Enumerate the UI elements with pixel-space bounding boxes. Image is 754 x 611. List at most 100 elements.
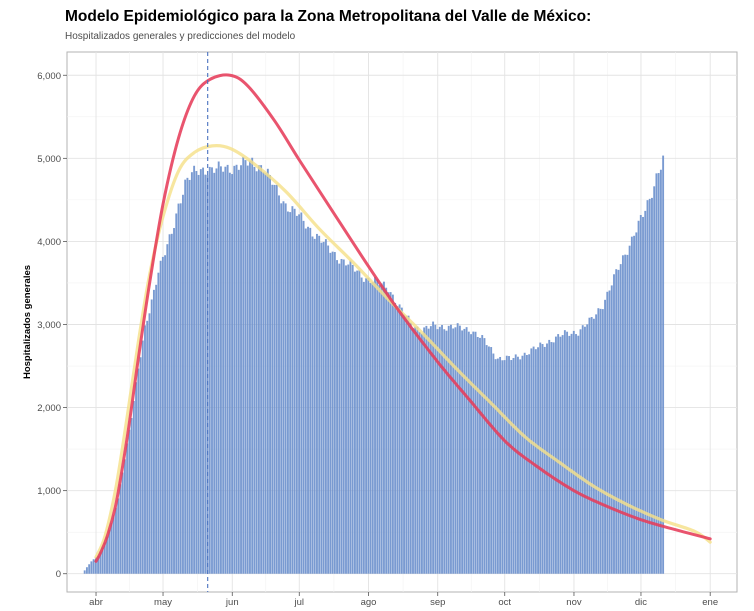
bar [90, 561, 93, 574]
bar [481, 335, 484, 574]
bar [443, 329, 446, 574]
bar [610, 285, 613, 574]
bar [655, 173, 658, 574]
bar [505, 355, 508, 574]
bar [324, 239, 327, 574]
bar [121, 472, 124, 574]
bar [170, 233, 173, 574]
bar [204, 174, 207, 574]
bar [572, 330, 575, 574]
x-tick-label: may [154, 597, 172, 608]
bar [253, 166, 256, 574]
model-line-yellow [94, 143, 712, 559]
bar [103, 542, 106, 574]
bar [255, 171, 258, 574]
bar [389, 292, 392, 574]
bar [621, 255, 624, 574]
bar [115, 507, 117, 574]
bar [144, 325, 146, 574]
bar [534, 349, 537, 574]
bar [264, 173, 267, 574]
y-tick-label: 6,000 [37, 71, 61, 82]
bar [400, 307, 403, 574]
bar [539, 342, 542, 574]
bar [512, 357, 515, 574]
bar [97, 555, 100, 574]
bar [465, 327, 468, 574]
x-axis-ticks: abr may jun jul ago sep oct nov dic ene [89, 592, 718, 608]
bar [490, 347, 493, 574]
model-lines [94, 73, 712, 563]
bar [445, 330, 448, 574]
bar [590, 317, 593, 574]
bar [570, 333, 573, 574]
bar [316, 233, 318, 574]
bar [300, 212, 303, 574]
bar [367, 277, 370, 574]
bar [492, 353, 495, 574]
bar [470, 334, 472, 574]
bar [423, 327, 426, 574]
bar [148, 313, 151, 574]
bar [237, 169, 240, 574]
bar [182, 194, 184, 574]
bar [362, 281, 365, 574]
y-tick-label: 3,000 [37, 320, 61, 331]
bar [630, 236, 633, 574]
bar [215, 168, 218, 574]
bar [318, 235, 321, 574]
bar [329, 252, 332, 574]
bar [291, 206, 294, 574]
bar [280, 203, 283, 574]
bar [517, 356, 519, 574]
x-tick-label: nov [566, 597, 582, 608]
bar [231, 174, 234, 574]
bar [432, 321, 435, 574]
bar [208, 166, 211, 574]
bar [450, 324, 452, 574]
bar [543, 346, 546, 574]
bar [349, 260, 352, 574]
bar [434, 324, 437, 574]
x-tick-label: jun [225, 597, 239, 608]
bar [642, 216, 644, 574]
bar [320, 242, 323, 574]
bar [246, 165, 249, 574]
bar [353, 271, 356, 574]
bar [211, 167, 213, 574]
bar [396, 306, 399, 574]
bar [472, 331, 475, 574]
bar [521, 355, 524, 574]
bar [409, 322, 412, 574]
bar [110, 522, 113, 574]
bar [644, 210, 647, 574]
bar [416, 326, 419, 574]
bar [403, 314, 405, 574]
bar [454, 327, 457, 574]
bar [197, 174, 200, 574]
bar [199, 169, 202, 574]
bar [452, 328, 455, 574]
bar [474, 331, 477, 574]
bar [190, 172, 193, 574]
bar [313, 238, 316, 574]
bar [541, 344, 544, 574]
bar [186, 177, 189, 574]
bar [155, 284, 158, 574]
bar [286, 211, 289, 574]
bar [559, 336, 562, 574]
bar [604, 299, 606, 574]
bar [592, 318, 595, 574]
bar [322, 241, 325, 574]
x-tick-label: dic [635, 597, 647, 608]
bar [635, 232, 638, 574]
bar [405, 315, 408, 574]
y-axis-label: Hospitalizados generales [22, 265, 33, 379]
bar [467, 331, 470, 574]
bar [338, 263, 341, 574]
bar [376, 279, 379, 574]
bar [224, 166, 227, 574]
model-line-red [94, 73, 712, 563]
